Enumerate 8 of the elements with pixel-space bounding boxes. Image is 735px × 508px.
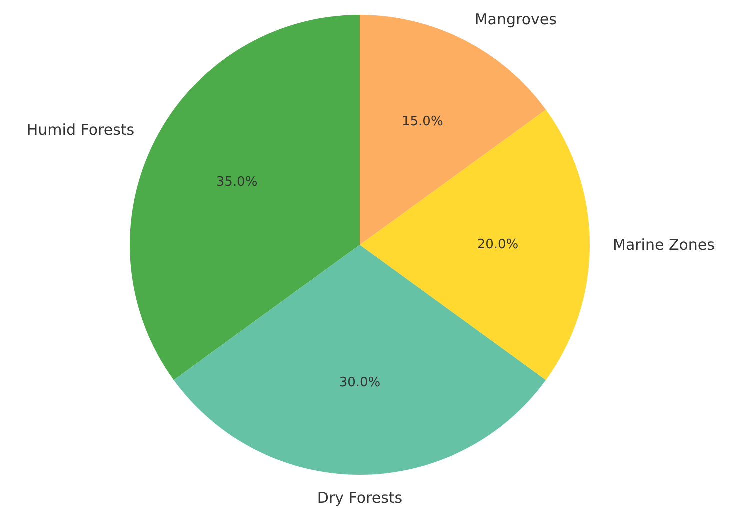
data-label: 20.0%	[477, 238, 519, 252]
slice-label: Dry Forests	[317, 489, 403, 507]
data-label: 30.0%	[339, 376, 381, 390]
slice-label: Mangroves	[474, 10, 558, 29]
data-label: 15.0%	[402, 114, 444, 130]
slice-label: Marine Zones	[613, 236, 716, 254]
slice-label: Humid Forests	[26, 121, 135, 140]
data-label: 35.0%	[216, 174, 258, 190]
